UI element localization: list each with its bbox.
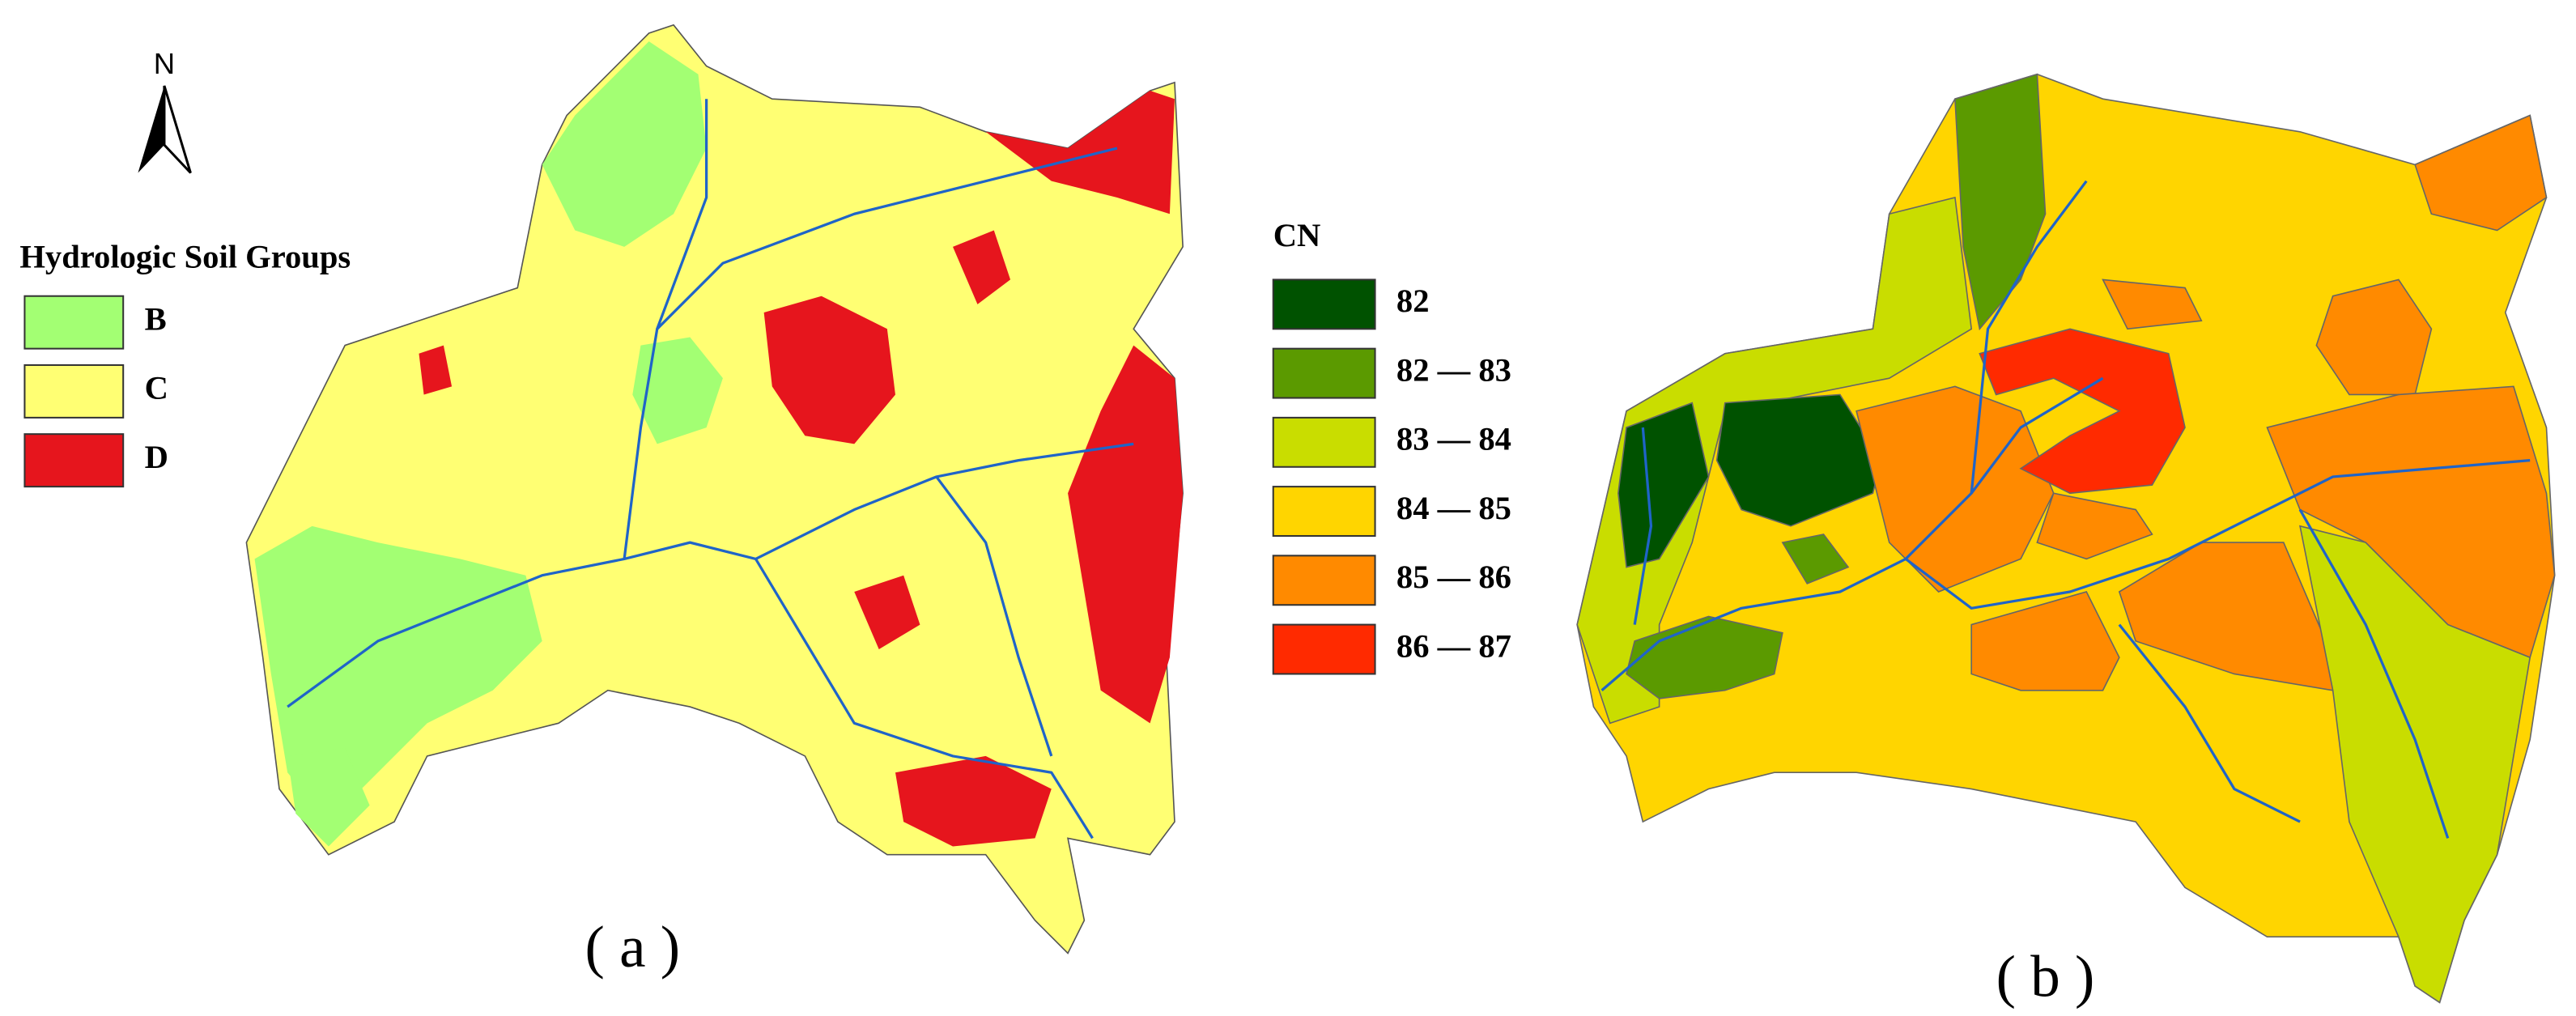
river: [656, 99, 708, 329]
legend-swatch: [23, 295, 125, 350]
legend-swatch: [23, 363, 125, 419]
subbasin: [1954, 73, 2047, 331]
subbasin: [1781, 534, 1850, 585]
soil-patch: [542, 41, 707, 247]
legend-label: 85 — 86: [1396, 559, 1511, 595]
river: [935, 475, 1053, 757]
river: [755, 558, 1094, 840]
legend-swatch: [1272, 555, 1376, 606]
north-label: N: [154, 47, 175, 80]
soil-patch: [419, 345, 453, 395]
legend-swatch: [1272, 486, 1376, 538]
legend-label: 82: [1396, 283, 1430, 319]
legend-title: Hydrologic Soil Groups: [19, 238, 351, 274]
legend-label: 84 — 85: [1396, 490, 1511, 526]
subbasin: [2036, 492, 2153, 560]
caption: ( b ): [1996, 944, 2095, 1010]
river: [287, 442, 1134, 708]
subbasin: [1617, 402, 1710, 568]
legend-title: CN: [1273, 217, 1321, 253]
soil-patch: [854, 575, 920, 650]
soil-map: [245, 23, 1184, 954]
legend-swatch: [23, 433, 125, 488]
subbasin: [2266, 385, 2556, 659]
caption: ( a ): [584, 914, 680, 980]
legend-label: D: [145, 439, 168, 475]
soil-patch: [632, 337, 723, 444]
soil-patch: [1068, 345, 1184, 724]
subbasin: [1715, 393, 1882, 527]
legend-label: 82 — 83: [1396, 351, 1511, 388]
legend-label: C: [145, 370, 168, 406]
legend-swatch: [1272, 278, 1376, 330]
legend-swatch: [1272, 347, 1376, 399]
legend-label: B: [145, 300, 167, 337]
cn-map: [1576, 73, 2556, 1004]
legend-swatch: [1272, 623, 1376, 675]
subbasin: [1626, 615, 1783, 699]
legend-swatch: [1272, 416, 1376, 468]
subbasin: [1855, 385, 2055, 593]
subbasin: [2414, 114, 2548, 232]
north-arrow: [163, 85, 192, 174]
river: [1633, 427, 1653, 625]
river: [623, 147, 1118, 559]
legend-label: 83 — 84: [1396, 421, 1511, 457]
map-region: [245, 23, 1184, 954]
north-arrow: [138, 85, 164, 173]
legend: BCD: [23, 295, 168, 488]
river: [2298, 508, 2450, 839]
legend-label: 86 — 87: [1396, 627, 1511, 664]
river: [2118, 623, 2301, 823]
soil-patch: [953, 230, 1011, 304]
soil-patch: [985, 91, 1175, 215]
river: [1905, 459, 2531, 610]
subbasin: [2102, 278, 2203, 330]
soil-patch: [763, 295, 895, 444]
subbasin: [2299, 525, 2531, 1004]
river: [1970, 180, 2088, 494]
subbasin: [1979, 328, 2186, 495]
soil-patch: [287, 747, 370, 847]
soil-patch: [895, 755, 1052, 847]
soil-patch: [254, 525, 542, 823]
legend: 82 82 — 83 83 — 84 84 — 85 85 — 86 86 — 87: [1272, 278, 1511, 675]
river: [1600, 376, 2104, 691]
subbasin: [1970, 591, 2120, 691]
